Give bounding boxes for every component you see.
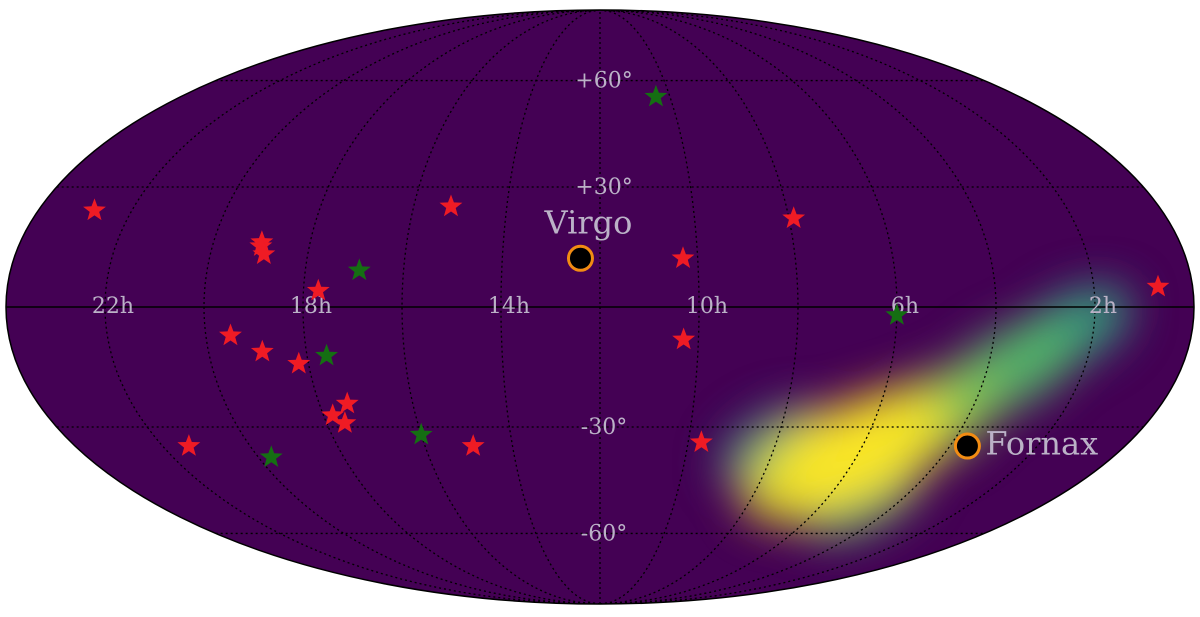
red-star-marker	[249, 234, 273, 256]
virgo-marker	[566, 244, 594, 272]
ra-label: 18h	[290, 294, 332, 319]
green-star-marker	[347, 258, 371, 281]
ra-label: 10h	[686, 294, 728, 319]
red-star-marker	[252, 242, 276, 264]
red-star-marker	[250, 339, 274, 362]
red-star-marker	[461, 434, 485, 456]
red-star-marker	[672, 327, 696, 350]
dec-label: +60°	[575, 69, 632, 94]
ra-label: 14h	[488, 294, 530, 319]
red-star-marker	[671, 246, 695, 268]
green-star-marker	[315, 343, 338, 366]
green-star-marker	[259, 445, 283, 467]
meridian-line	[599, 10, 799, 604]
named-targets: Virgo Fornax	[544, 203, 1099, 462]
green-star-marker	[644, 84, 668, 107]
map-border	[5, 9, 1195, 605]
red-star-marker	[335, 391, 359, 414]
virgo-label: Virgo	[544, 203, 633, 241]
red-star-marker	[177, 434, 201, 456]
ra-label: 22h	[92, 294, 134, 319]
star-markers	[83, 84, 1170, 467]
red-star-marker	[219, 323, 242, 346]
dec-labels: +60° +30° -30° -60°	[575, 69, 632, 547]
ra-labels: 22h 18h 14h 10h 6h 2h	[92, 294, 1117, 319]
fornax-marker	[953, 432, 981, 460]
dec-label: +30°	[575, 175, 632, 200]
red-star-marker	[782, 206, 806, 228]
green-star-marker	[885, 303, 909, 325]
red-star-marker	[439, 194, 463, 217]
ra-label: 2h	[1089, 294, 1117, 319]
red-star-marker	[287, 351, 311, 374]
red-star-marker	[306, 278, 330, 301]
green-star-marker	[409, 422, 433, 445]
fornax-label: Fornax	[985, 425, 1098, 463]
red-star-marker	[321, 403, 345, 426]
dec-label: -30°	[581, 415, 627, 440]
red-star-marker	[1146, 274, 1170, 297]
red-star-marker	[689, 430, 713, 452]
red-star-marker	[333, 411, 357, 433]
red-star-marker	[83, 198, 106, 221]
heatmap-blob	[781, 389, 949, 511]
dec-label: -60°	[581, 521, 627, 546]
